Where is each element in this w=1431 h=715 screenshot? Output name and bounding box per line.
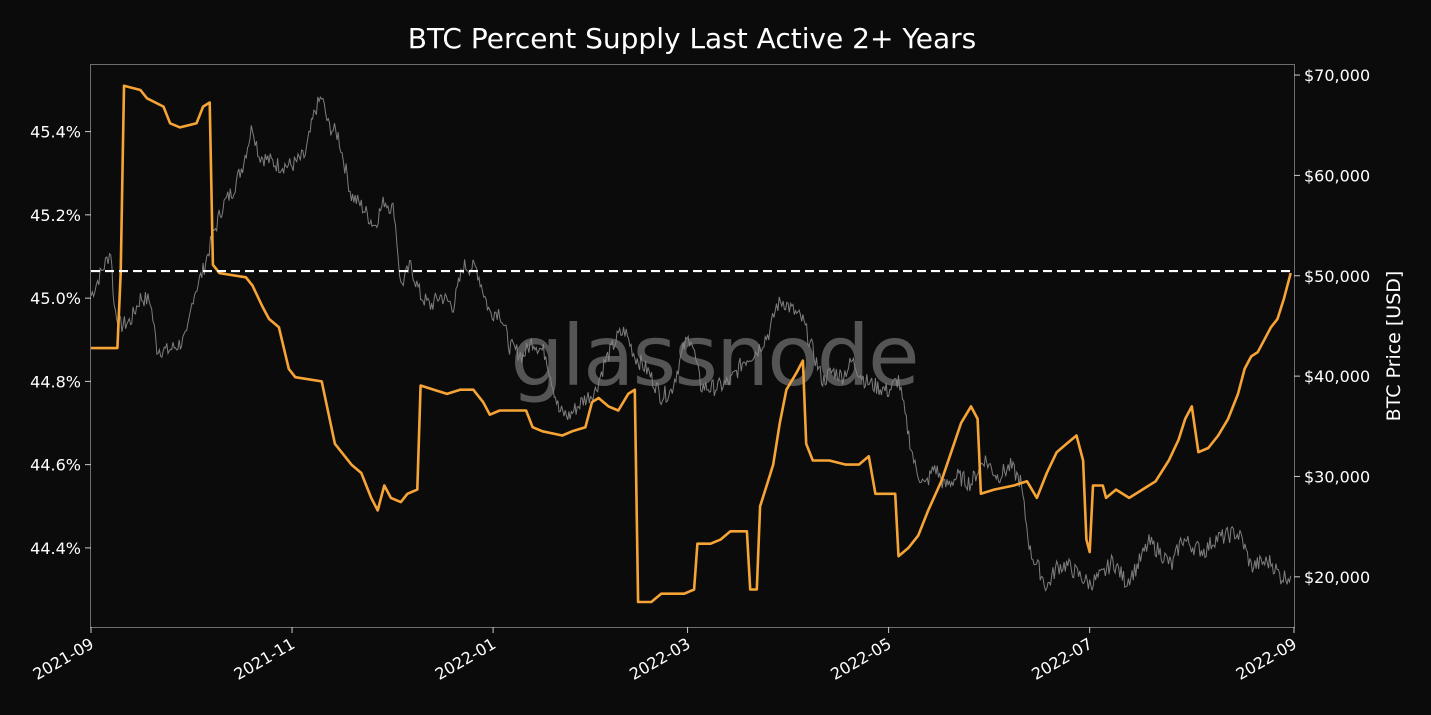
- chart-title: BTC Percent Supply Last Active 2+ Years: [408, 22, 976, 55]
- right-axis-tick-label: $40,000: [1304, 367, 1370, 386]
- btc-price-series: [90, 95, 1292, 592]
- left-axis-tick-label: 44.4%: [30, 539, 81, 558]
- right-axis-tick-label: $30,000: [1304, 467, 1370, 486]
- watermark: glassnode: [510, 307, 917, 405]
- supply-percent-series: [91, 84, 1292, 604]
- left-axis-tick-label: 44.6%: [30, 456, 81, 475]
- left-axis-tick-label: 45.0%: [30, 289, 81, 308]
- left-axis-tick-label: 45.2%: [30, 206, 81, 225]
- left-axis: 44.4% 44.6% 44.8% 45.0% 45.2% 45.4%: [30, 123, 91, 558]
- plot-frame: [90, 64, 1295, 628]
- right-axis-tick-label: $50,000: [1304, 267, 1370, 286]
- btc-price-line: [90, 95, 1292, 592]
- right-axis: $20,000 $30,000 $40,000 $50,000 $60,000 $70,0…: [1294, 66, 1370, 587]
- left-axis-tick-label: 44.8%: [30, 372, 81, 391]
- right-axis-label: BTC Price [USD]: [1383, 271, 1405, 422]
- right-axis-tick-label: $20,000: [1304, 568, 1370, 587]
- right-axis-tick-label: $70,000: [1304, 66, 1370, 85]
- left-axis-tick-label: 45.4%: [30, 123, 81, 142]
- supply-percent-line: [91, 84, 1292, 604]
- right-axis-tick-label: $60,000: [1304, 166, 1370, 185]
